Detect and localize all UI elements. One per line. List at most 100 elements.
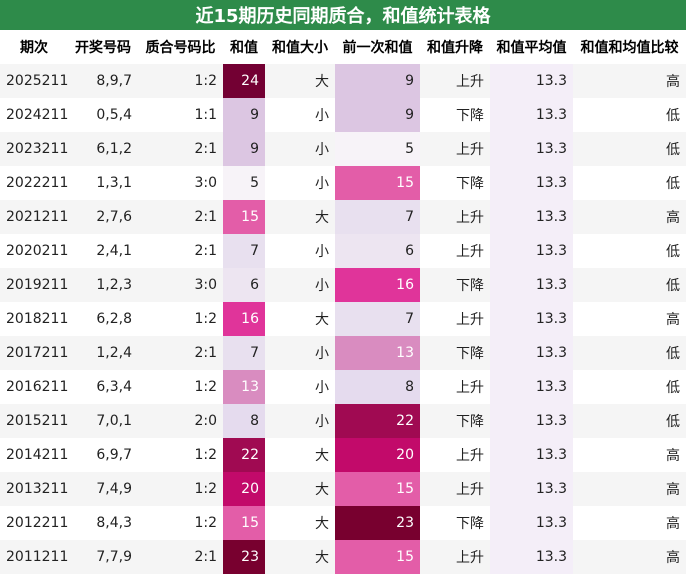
cell-ratio: 2:1: [138, 200, 223, 234]
cell-compare: 高: [573, 540, 686, 574]
cell-compare: 高: [573, 438, 686, 472]
cell-avg: 13.3: [490, 234, 573, 268]
cell-avg: 13.3: [490, 166, 573, 200]
cell-ratio: 2:1: [138, 336, 223, 370]
cell-compare: 低: [573, 370, 686, 404]
cell-ratio: 1:2: [138, 370, 223, 404]
cell-avg: 13.3: [490, 506, 573, 540]
cell-trend: 上升: [420, 302, 490, 336]
table-row: 2022211 1,3,1 3:0 5 小 15 下降 13.3 低: [0, 166, 686, 200]
cell-sum: 20: [223, 472, 265, 506]
cell-size: 小: [265, 98, 335, 132]
cell-ratio: 2:1: [138, 132, 223, 166]
cell-ratio: 1:2: [138, 472, 223, 506]
cell-numbers: 7,0,1: [68, 404, 138, 438]
table-row: 2015211 7,0,1 2:0 8 小 22 下降 13.3 低: [0, 404, 686, 438]
cell-ratio: 1:2: [138, 64, 223, 98]
cell-compare: 高: [573, 200, 686, 234]
table-row: 2020211 2,4,1 2:1 7 小 6 上升 13.3 低: [0, 234, 686, 268]
cell-numbers: 1,2,3: [68, 268, 138, 302]
cell-sum: 7: [223, 336, 265, 370]
cell-period: 2015211: [0, 404, 68, 438]
cell-sum: 15: [223, 506, 265, 540]
cell-trend: 上升: [420, 438, 490, 472]
cell-avg: 13.3: [490, 438, 573, 472]
cell-ratio: 3:0: [138, 268, 223, 302]
cell-prev-sum: 9: [335, 64, 420, 98]
cell-sum: 13: [223, 370, 265, 404]
cell-trend: 下降: [420, 506, 490, 540]
col-header-prev-sum: 前一次和值: [335, 30, 420, 64]
cell-prev-sum: 15: [335, 540, 420, 574]
cell-avg: 13.3: [490, 132, 573, 166]
cell-size: 大: [265, 540, 335, 574]
cell-avg: 13.3: [490, 540, 573, 574]
cell-avg: 13.3: [490, 404, 573, 438]
table-row: 2017211 1,2,4 2:1 7 小 13 下降 13.3 低: [0, 336, 686, 370]
cell-ratio: 2:0: [138, 404, 223, 438]
cell-prev-sum: 20: [335, 438, 420, 472]
cell-trend: 下降: [420, 166, 490, 200]
col-header-compare: 和值和均值比较: [573, 30, 686, 64]
cell-prev-sum: 13: [335, 336, 420, 370]
cell-prev-sum: 7: [335, 302, 420, 336]
cell-trend: 上升: [420, 64, 490, 98]
cell-numbers: 2,4,1: [68, 234, 138, 268]
cell-size: 小: [265, 268, 335, 302]
cell-compare: 低: [573, 336, 686, 370]
cell-prev-sum: 9: [335, 98, 420, 132]
cell-compare: 高: [573, 64, 686, 98]
cell-compare: 低: [573, 404, 686, 438]
cell-prev-sum: 15: [335, 166, 420, 200]
cell-size: 大: [265, 200, 335, 234]
cell-compare: 高: [573, 472, 686, 506]
col-header-sum: 和值: [223, 30, 265, 64]
cell-avg: 13.3: [490, 98, 573, 132]
cell-compare: 低: [573, 268, 686, 302]
cell-trend: 上升: [420, 132, 490, 166]
cell-compare: 低: [573, 166, 686, 200]
cell-sum: 7: [223, 234, 265, 268]
cell-ratio: 2:1: [138, 234, 223, 268]
cell-sum: 22: [223, 438, 265, 472]
cell-sum: 15: [223, 200, 265, 234]
cell-avg: 13.3: [490, 370, 573, 404]
cell-period: 2022211: [0, 166, 68, 200]
table-row: 2013211 7,4,9 1:2 20 大 15 上升 13.3 高: [0, 472, 686, 506]
col-header-ratio: 质合号码比: [138, 30, 223, 64]
cell-size: 大: [265, 64, 335, 98]
cell-numbers: 1,3,1: [68, 166, 138, 200]
cell-sum: 9: [223, 98, 265, 132]
cell-prev-sum: 5: [335, 132, 420, 166]
cell-compare: 高: [573, 506, 686, 540]
cell-trend: 下降: [420, 336, 490, 370]
table-title: 近15期历史同期质合，和值统计表格: [0, 0, 686, 30]
col-header-trend: 和值升降: [420, 30, 490, 64]
cell-sum: 23: [223, 540, 265, 574]
col-header-period: 期次: [0, 30, 68, 64]
cell-ratio: 1:2: [138, 506, 223, 540]
table-row: 2023211 6,1,2 2:1 9 小 5 上升 13.3 低: [0, 132, 686, 166]
cell-numbers: 2,7,6: [68, 200, 138, 234]
cell-numbers: 6,3,4: [68, 370, 138, 404]
cell-period: 2012211: [0, 506, 68, 540]
cell-ratio: 1:1: [138, 98, 223, 132]
cell-prev-sum: 6: [335, 234, 420, 268]
cell-avg: 13.3: [490, 472, 573, 506]
col-header-avg: 和值平均值: [490, 30, 573, 64]
cell-ratio: 1:2: [138, 302, 223, 336]
cell-numbers: 0,5,4: [68, 98, 138, 132]
cell-ratio: 2:1: [138, 540, 223, 574]
cell-sum: 5: [223, 166, 265, 200]
cell-trend: 上升: [420, 200, 490, 234]
cell-period: 2016211: [0, 370, 68, 404]
cell-prev-sum: 7: [335, 200, 420, 234]
cell-sum: 8: [223, 404, 265, 438]
cell-numbers: 6,9,7: [68, 438, 138, 472]
cell-size: 大: [265, 302, 335, 336]
cell-trend: 下降: [420, 268, 490, 302]
cell-size: 大: [265, 472, 335, 506]
cell-compare: 低: [573, 234, 686, 268]
cell-trend: 上升: [420, 370, 490, 404]
cell-sum: 6: [223, 268, 265, 302]
